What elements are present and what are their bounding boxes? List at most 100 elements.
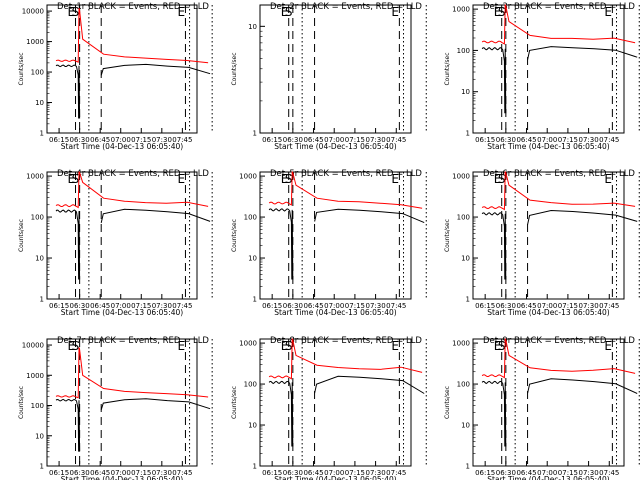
y-tick-label: 100 [457, 214, 470, 222]
y-tick-label: 100 [31, 402, 44, 410]
x-tick-label: 07:15 [345, 136, 365, 144]
x-tick-label: 07:30 [578, 136, 598, 144]
plot-frame [46, 338, 198, 467]
x-tick-label: 07:45 [386, 136, 406, 144]
x-tick-label: 07:30 [365, 302, 385, 310]
x-tick-label: 07:15 [345, 469, 365, 477]
y-tick-label: 100 [31, 214, 44, 222]
series-lld-line [268, 338, 423, 380]
series-events-line-pre [55, 398, 81, 452]
y-tick-label: 1 [253, 130, 257, 138]
event-marker: E [391, 5, 399, 19]
panel-9: Det_9r BLACK = Events, RED = LLD 1 10 100 10… [444, 336, 640, 480]
y-tick-label: 10000 [22, 342, 44, 350]
x-tick-label: 06:45 [516, 302, 536, 310]
series-events-line-post [100, 208, 211, 224]
y-tick-label: 10 [461, 422, 470, 430]
y-tick-label: 1000 [26, 38, 44, 46]
plot-frame [472, 338, 625, 467]
event-marker: S [72, 339, 80, 353]
x-tick-label: 06:30 [283, 302, 303, 310]
event-marker: E [68, 5, 76, 19]
y-tick-label: 1000 [239, 340, 257, 348]
event-marker: E [68, 339, 76, 353]
event-marker: E [604, 339, 612, 353]
x-tick-label: 07:00 [324, 302, 344, 310]
y-axis-label: Counts/sec [231, 52, 238, 85]
x-tick-label: 06:30 [70, 469, 90, 477]
x-tick-label: 07:15 [345, 302, 365, 310]
series-events-line-pre [268, 380, 294, 447]
plot-frame [46, 171, 198, 300]
y-tick-label: 1000 [452, 340, 470, 348]
x-tick-label: 07:45 [599, 136, 619, 144]
x-tick-label: 06:30 [496, 469, 516, 477]
x-tick-label: 07:15 [558, 136, 578, 144]
event-marker: S [285, 5, 293, 19]
event-marker: E [494, 172, 502, 186]
x-tick-label: 06:15 [49, 302, 69, 310]
y-tick-label: 1 [466, 130, 470, 138]
x-axis-label: Start Time (04-Dec-13 06:05:40) [61, 308, 183, 317]
event-marker: S [498, 172, 506, 186]
x-axis-label: Start Time (04-Dec-13 06:05:40) [61, 142, 183, 151]
x-axis-label: Start Time (04-Dec-13 06:05:40) [487, 475, 609, 480]
x-tick-label: 07:00 [111, 469, 131, 477]
panel-title: Det_7r BLACK = Events, RED = LLD [57, 336, 209, 346]
x-tick-label: 07:45 [386, 302, 406, 310]
event-marker: E [604, 5, 612, 19]
series-lld-line [268, 171, 423, 209]
y-tick-label: 1 [40, 130, 44, 138]
series-lld-line [481, 338, 636, 379]
x-tick-label: 06:15 [262, 469, 282, 477]
event-marker: E [494, 5, 502, 19]
series-lld-line [55, 171, 209, 209]
event-marker: S [498, 339, 506, 353]
y-tick-label: 10 [248, 23, 257, 31]
x-tick-label: 06:15 [262, 136, 282, 144]
series-events-line-post [527, 378, 638, 394]
x-tick-label: 06:30 [283, 469, 303, 477]
panel-title: Det_3r BLACK = Events, RED = LLD [483, 2, 635, 12]
panel-title: Det_8r BLACK = Events, RED = LLD [270, 336, 422, 346]
x-axis-label: Start Time (04-Dec-13 06:05:40) [274, 475, 396, 480]
series-lld-line [481, 171, 636, 211]
plot-frame [259, 4, 412, 134]
x-tick-label: 06:45 [303, 302, 323, 310]
plot-frame [259, 171, 412, 300]
x-tick-label: 06:15 [475, 136, 495, 144]
x-tick-label: 07:00 [324, 469, 344, 477]
panel-title: Det_1r BLACK = Events, RED = LLD [57, 2, 209, 12]
y-tick-label: 1000 [26, 173, 44, 181]
y-axis-label: Counts/sec [18, 52, 25, 85]
series-lld-line [55, 8, 209, 64]
panel-6: Det_6r BLACK = Events, RED = LLD 1 10 100 10… [444, 169, 640, 317]
x-tick-label: 07:15 [131, 302, 151, 310]
x-tick-label: 06:30 [70, 302, 90, 310]
x-tick-label: 07:30 [152, 302, 172, 310]
series-lld-line [55, 347, 209, 399]
event-marker: S [285, 339, 293, 353]
y-tick-label: 10 [35, 99, 44, 107]
series-events-line-post [527, 46, 638, 60]
event-marker: E [281, 172, 289, 186]
x-axis-label: Start Time (04-Dec-13 06:05:40) [274, 142, 396, 151]
x-axis-label: Start Time (04-Dec-13 06:05:40) [61, 475, 183, 480]
series-events-line-post [527, 209, 638, 225]
x-tick-label: 07:30 [152, 469, 172, 477]
x-tick-label: 06:45 [90, 469, 110, 477]
y-tick-label: 1 [253, 463, 257, 471]
x-tick-label: 07:00 [111, 302, 131, 310]
x-tick-label: 06:45 [90, 302, 110, 310]
y-tick-label: 10 [461, 255, 470, 263]
panel-title: Det_6r BLACK = Events, RED = LLD [483, 169, 635, 179]
x-tick-label: 07:00 [537, 302, 557, 310]
x-tick-label: 06:45 [516, 136, 536, 144]
x-tick-label: 07:45 [172, 136, 192, 144]
series-events-line-post [100, 398, 211, 410]
x-tick-label: 06:15 [475, 469, 495, 477]
y-tick-label: 1 [40, 296, 44, 304]
event-marker: E [281, 5, 289, 19]
series-events-line-pre [268, 208, 294, 280]
